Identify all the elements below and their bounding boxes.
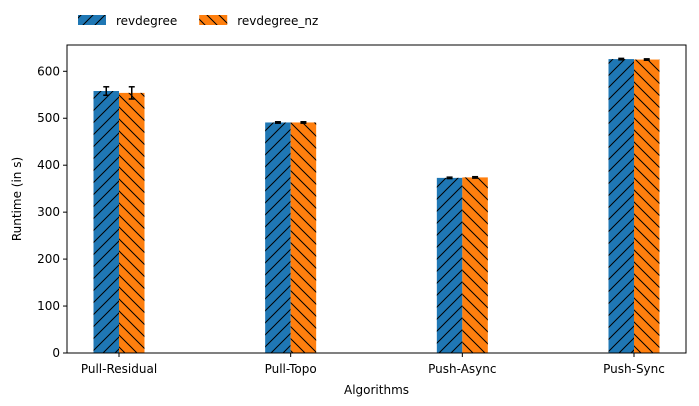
y-axis-label: Runtime (in s): [10, 157, 24, 241]
bar-hatch-revdegree: [265, 122, 291, 353]
y-tick-label: 100: [37, 299, 60, 313]
y-axis: 0 100 200 300 400 500 600: [37, 64, 67, 360]
x-tick-label: Pull-Topo: [265, 362, 317, 376]
y-tick-label: 500: [37, 111, 60, 125]
x-tick-label: Pull-Residual: [81, 362, 157, 376]
y-tick-label: 400: [37, 158, 60, 172]
y-tick-label: 0: [52, 346, 60, 360]
plot-frame: [66, 44, 687, 354]
y-tick-label: 300: [37, 205, 60, 219]
bar-hatch-revdegree: [436, 177, 463, 353]
bars-layer: [93, 59, 660, 354]
y-tick-label: 600: [37, 64, 60, 78]
legend-item-revdegree_nz: revdegree_nz: [199, 14, 318, 28]
bar-hatch-revdegree: [93, 91, 119, 353]
legend-label: revdegree: [116, 14, 177, 28]
x-axis-label: Algorithms: [344, 383, 409, 397]
y-tick-label: 200: [37, 252, 60, 266]
legend-swatch-hatch: [199, 15, 228, 25]
bar-hatch-revdegree_nz: [634, 59, 660, 354]
error-bars-layer: [103, 57, 650, 180]
legend-item-revdegree: revdegree: [78, 14, 177, 28]
bar-hatch-revdegree: [608, 59, 634, 354]
x-axis: Pull-Residual Pull-Topo Push-Async Push-Syn…: [81, 353, 665, 376]
bar-hatch-revdegree_nz: [119, 92, 145, 353]
bar-hatch-revdegree_nz: [290, 122, 317, 353]
legend-label: revdegree_nz: [237, 14, 318, 28]
bar-hatch-revdegree_nz: [462, 177, 488, 353]
legend: revdegree revdegree_nz: [78, 14, 318, 28]
legend-swatch-hatch: [78, 15, 106, 25]
x-tick-label: Push-Sync: [603, 362, 665, 376]
x-tick-label: Push-Async: [428, 362, 496, 376]
